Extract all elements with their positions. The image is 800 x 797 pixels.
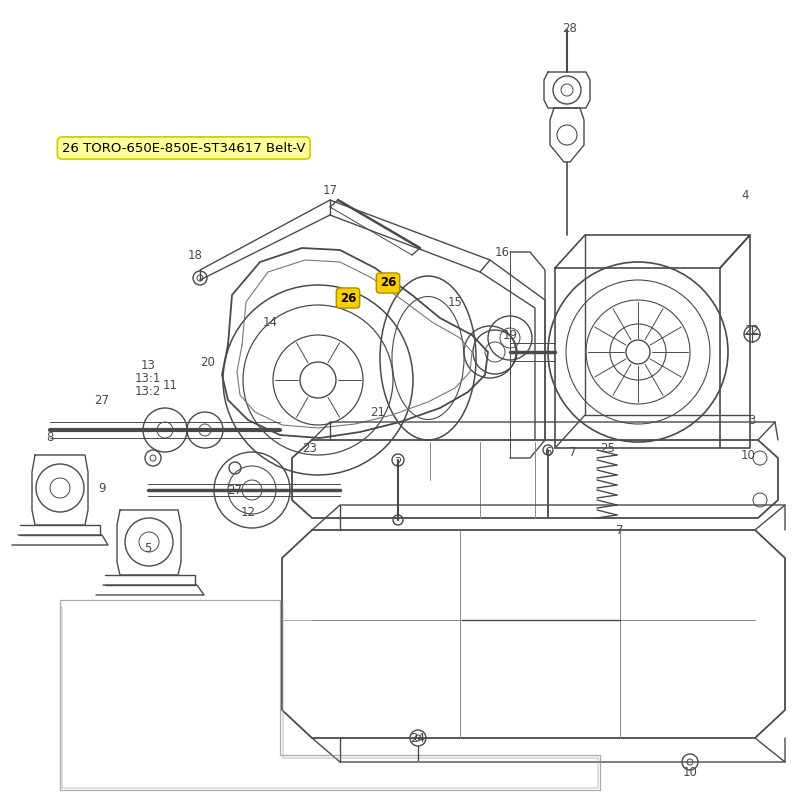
Text: 27: 27 [94,394,110,406]
Text: 13:2: 13:2 [135,384,161,398]
Text: 22: 22 [745,324,759,336]
Text: 11: 11 [162,379,178,391]
Text: 13: 13 [141,359,155,371]
Text: 10: 10 [682,765,698,779]
Text: 9: 9 [98,481,106,494]
Text: 13:1: 13:1 [135,371,161,384]
Text: 4: 4 [742,189,749,202]
Text: 26: 26 [380,277,396,289]
Text: 8: 8 [46,430,54,443]
Text: 27: 27 [227,484,242,497]
Text: 23: 23 [302,442,318,454]
Text: 20: 20 [201,355,215,368]
Text: 6: 6 [544,446,552,458]
Text: 15: 15 [447,296,462,308]
Text: 24: 24 [410,732,426,744]
Text: 3: 3 [748,414,756,426]
Text: 16: 16 [494,245,510,258]
Text: 26: 26 [340,292,356,304]
Text: 28: 28 [562,22,578,34]
Text: 12: 12 [241,505,255,519]
Text: 2: 2 [394,456,402,469]
Text: 17: 17 [322,183,338,197]
Text: 14: 14 [262,316,278,328]
Text: 10: 10 [741,449,755,461]
Text: 21: 21 [370,406,386,418]
Text: 19: 19 [502,328,518,341]
Text: 18: 18 [187,249,202,261]
Text: 25: 25 [601,442,615,454]
Text: 5: 5 [144,541,152,555]
Text: 7: 7 [616,524,624,536]
Text: 26 TORO-650E-850E-ST34617 Belt-V: 26 TORO-650E-850E-ST34617 Belt-V [62,142,306,155]
Text: 7: 7 [570,446,577,458]
